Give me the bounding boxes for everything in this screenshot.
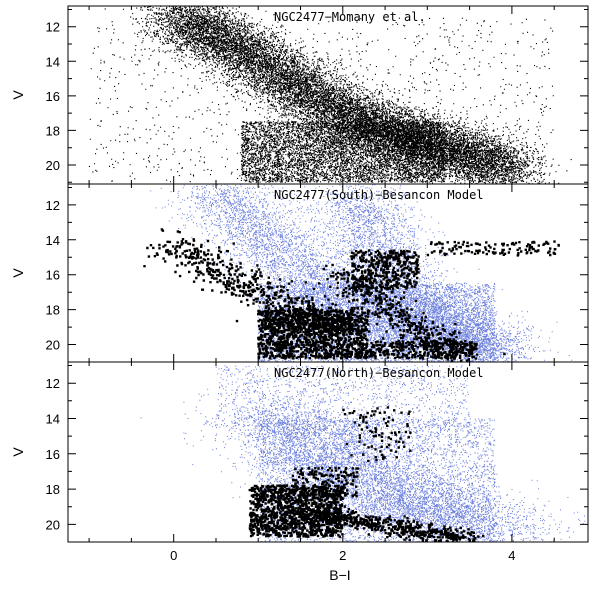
y-axis-label: V: [10, 90, 26, 100]
y-tick-label: 18: [46, 303, 60, 318]
y-tick-label: 14: [46, 54, 60, 69]
panel-1: 12 14 16 18 20 V NGC2477−Momany et al.: [10, 5, 589, 185]
y-tick-label: 20: [46, 517, 60, 532]
x-tick-label: 0: [170, 548, 177, 563]
y-axis-label: V: [10, 268, 26, 278]
panel-2: 12 14 16 18 20 V NGC2477(South)−Besancon Model: [10, 183, 589, 363]
y-tick-label: 16: [46, 89, 60, 104]
y-tick-label: 12: [46, 376, 60, 391]
scatter-points: [143, 228, 560, 362]
scatter-points: [88, 6, 572, 184]
y-tick-label: 18: [46, 123, 60, 138]
y-axis-label: V: [10, 447, 26, 457]
y-tick-label: 20: [46, 158, 60, 173]
y-tick-label: 14: [46, 411, 60, 426]
panel-1-series-1: [88, 6, 572, 184]
x-tick-label: 4: [508, 548, 515, 563]
axis-ticks: [68, 362, 588, 543]
panels-group: 12 14 16 18 20 V NGC2477−Momany et al. 12 14 16 18…: [10, 5, 589, 543]
axis-ticks: [68, 184, 588, 363]
panel-2-series-2: [143, 228, 560, 362]
y-tick-label: 12: [46, 20, 60, 35]
x-tick-label: 2: [339, 548, 346, 563]
panel-title: NGC2477(South)−Besancon Model: [274, 188, 484, 202]
y-tick-label: 18: [46, 482, 60, 497]
y-tick-label: 14: [46, 233, 60, 248]
panel-title: NGC2477−Momany et al.: [274, 10, 426, 24]
y-tick-label: 16: [46, 268, 60, 283]
panel-3: 12 14 16 18 20 V NGC2477(North)−Besancon Model: [10, 361, 589, 543]
panel-frame: [67, 361, 589, 543]
scatter-points: [248, 406, 485, 542]
y-tick-label: 16: [46, 447, 60, 462]
panel-3-series-2: [248, 406, 485, 542]
y-tick-label: 12: [46, 198, 60, 213]
panel-title: NGC2477(North)−Besancon Model: [274, 366, 484, 380]
y-tick-label: 20: [46, 338, 60, 353]
x-axis-label: B−I: [329, 567, 350, 583]
axis-ticks: [68, 6, 588, 184]
